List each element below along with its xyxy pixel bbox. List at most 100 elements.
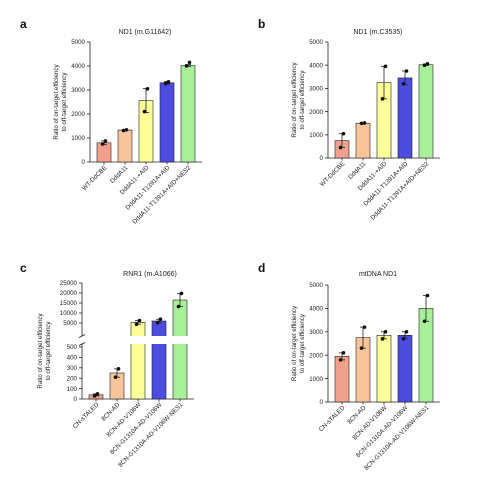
data-point	[362, 325, 367, 329]
y-tick-label: 4000	[309, 62, 323, 69]
data-point	[422, 319, 427, 324]
data-point	[116, 367, 121, 371]
y-axis-label: Ratio of on-target efficiency	[291, 305, 298, 381]
data-point	[425, 62, 430, 66]
bar	[397, 77, 413, 159]
data-point	[422, 63, 427, 67]
data-point	[380, 97, 385, 101]
data-point	[176, 304, 181, 309]
data-point	[338, 358, 343, 362]
data-point	[187, 60, 192, 65]
data-point	[383, 330, 388, 334]
y-tick-label: 0	[320, 399, 324, 406]
data-point	[166, 80, 171, 84]
bar	[334, 356, 350, 403]
data-point	[383, 64, 388, 69]
y-tick-label: 1000	[71, 135, 85, 142]
x-tick-label: DddA11	[347, 160, 368, 181]
x-tick-label: CN-sTALED	[318, 404, 347, 433]
data-point	[163, 81, 168, 86]
x-tick-label: CN-sTALED	[72, 401, 101, 430]
y-tick-label: 0	[82, 159, 86, 166]
data-point	[142, 109, 147, 114]
y-tick-label: 3000	[309, 86, 323, 93]
chart-panel-c: 5000 10000 15000 20000 25000 0 100 200 300 400 500…	[37, 280, 198, 469]
y-tick-label: 10000	[60, 310, 78, 317]
y-tick-label: 5000	[71, 39, 85, 46]
x-tick-label: DddA11	[109, 164, 130, 185]
y-tick-label: 100	[67, 386, 78, 393]
axis-break-mark	[78, 334, 86, 338]
y-tick-label: 2000	[309, 109, 323, 116]
bar	[172, 299, 188, 400]
y-tick-label: 5000	[309, 39, 323, 46]
y-tick-label: 1000	[309, 132, 323, 139]
y-tick-label: 1000	[309, 376, 323, 383]
panel-letter-b: b	[258, 17, 265, 31]
x-tick-label: WT-DdCBE	[81, 164, 109, 192]
axis-break-gap	[72, 336, 198, 344]
y-tick-label: 4000	[71, 63, 85, 70]
panel-letter-d: d	[258, 261, 265, 275]
y-tick-label: 3000	[71, 87, 85, 94]
y-tick-label: 5000	[63, 320, 77, 327]
y-axis-label: to off-target efficiency	[61, 72, 68, 132]
data-point	[179, 291, 184, 296]
data-point	[145, 87, 150, 91]
data-point	[158, 317, 163, 322]
panel-title-a: ND1 (m.G11642)	[119, 29, 172, 36]
x-tick-label: WT-DdCBE	[319, 160, 347, 188]
data-point	[103, 139, 108, 143]
y-tick-label: 25000	[60, 280, 78, 287]
data-point	[341, 351, 346, 355]
bar	[180, 65, 196, 163]
y-tick-label: 4000	[309, 306, 323, 313]
data-point	[95, 392, 100, 396]
data-point	[359, 346, 364, 350]
panel-letter-a: a	[20, 17, 27, 31]
y-tick-label: 2000	[71, 111, 85, 118]
bar	[159, 82, 175, 163]
bar	[376, 335, 392, 403]
data-point	[404, 69, 409, 73]
bar	[96, 142, 112, 163]
y-tick-label: 0	[320, 155, 324, 162]
bar	[397, 335, 413, 403]
y-tick-label: 20000	[60, 290, 78, 297]
y-tick-label: 0	[74, 396, 78, 403]
data-point	[404, 330, 409, 334]
bar	[418, 64, 434, 159]
data-point	[401, 337, 406, 341]
y-tick-label: 15000	[60, 300, 78, 307]
y-axis-label: to off-target efficiency	[299, 70, 306, 130]
bar	[130, 322, 146, 400]
y-tick-label: 300	[67, 365, 78, 372]
y-tick-label: 400	[67, 355, 78, 362]
panel-title-b: ND1 (m.C3535)	[353, 29, 402, 36]
data-point	[380, 337, 385, 341]
bar	[355, 122, 371, 159]
y-axis-label: Ratio of on-target efficiency	[291, 61, 298, 137]
data-point	[341, 131, 346, 136]
axis-break-mark	[78, 342, 86, 346]
y-tick-label: 500	[67, 344, 78, 351]
data-point	[137, 318, 142, 323]
data-point	[359, 121, 364, 126]
data-point	[425, 293, 430, 298]
panel-letter-c: c	[20, 261, 27, 275]
y-tick-label: 3000	[309, 329, 323, 336]
y-axis-label: Ratio of on-target efficiency	[37, 312, 44, 388]
data-point	[401, 81, 406, 86]
data-point	[362, 121, 367, 125]
y-axis-label: to off-target efficiency	[299, 313, 306, 373]
y-axis-label: to off-target efficiency	[45, 321, 52, 381]
data-point	[121, 128, 126, 133]
y-tick-label: 200	[67, 375, 78, 382]
panel-title-d: mtDNA ND1	[359, 271, 397, 278]
y-tick-label: 5000	[309, 282, 323, 289]
data-point	[113, 375, 118, 379]
